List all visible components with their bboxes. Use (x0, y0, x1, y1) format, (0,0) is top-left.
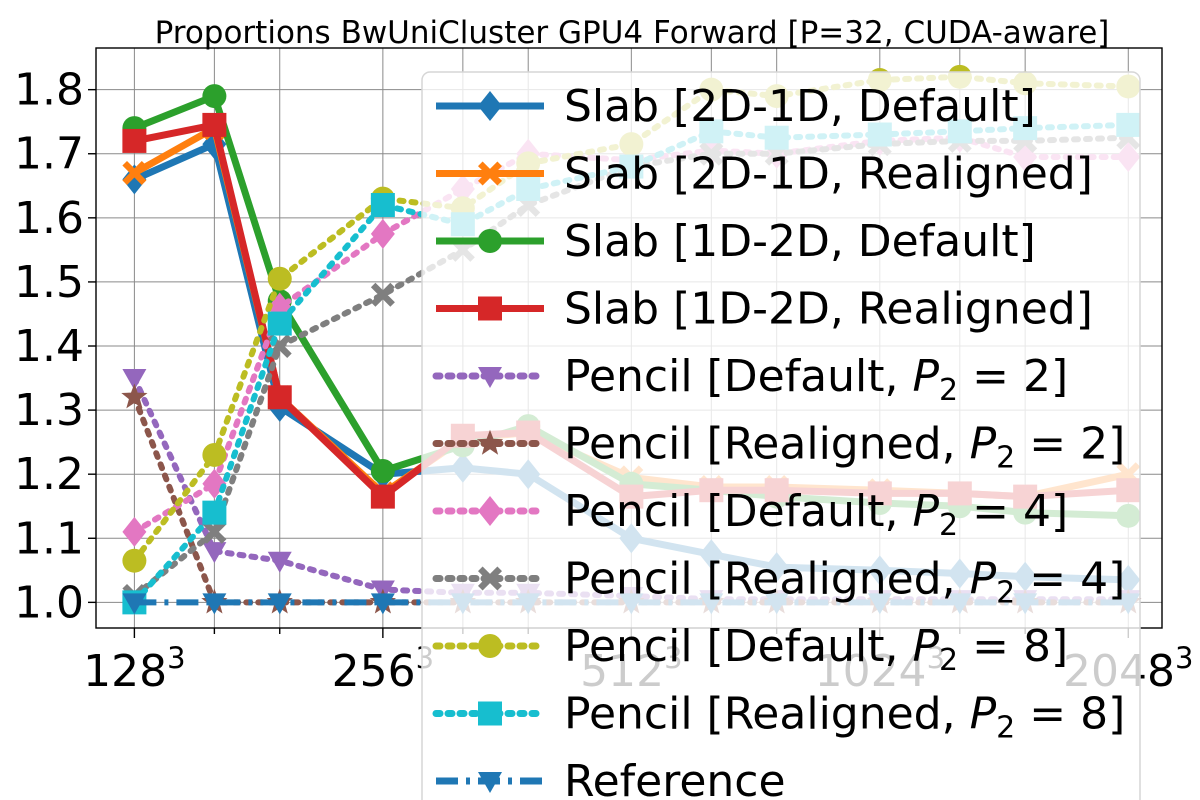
legend-marker (478, 701, 502, 726)
y-tick-label: 1.0 (14, 577, 84, 628)
legend-marker (478, 566, 502, 591)
data-point (370, 282, 395, 307)
data-point (202, 542, 227, 564)
data-point (267, 266, 292, 291)
data-point (202, 500, 227, 525)
legend-marker (478, 296, 502, 321)
data-point (122, 128, 147, 153)
legend-label: Pencil [Realigned, P2 = 2] (564, 419, 1125, 476)
data-point (267, 311, 292, 336)
legend-marker (476, 429, 504, 455)
legend-marker (478, 91, 502, 121)
x-tick-label: 1283 (83, 641, 185, 697)
data-point (202, 84, 227, 109)
y-tick-label: 1.2 (14, 449, 84, 500)
data-point (370, 218, 395, 249)
legend-marker (478, 161, 502, 186)
data-point (122, 593, 147, 615)
legend: Slab [2D-1D, Default] Slab [2D-1D, Realig… (421, 71, 1141, 800)
data-point (202, 112, 227, 137)
legend-label: Pencil [Default, P2 = 4] (564, 486, 1068, 543)
legend-marker (478, 229, 502, 253)
data-point (122, 161, 147, 185)
data-point (122, 369, 147, 391)
data-point (122, 548, 147, 573)
data-point (202, 593, 227, 615)
data-point (267, 551, 292, 573)
y-tick-label: 1.5 (14, 257, 84, 308)
legend-label: Pencil [Default, P2 = 2] (564, 351, 1068, 408)
y-tick-label: 1.1 (14, 513, 84, 564)
data-point (370, 193, 395, 218)
data-point (121, 383, 148, 409)
legend-marker (478, 496, 502, 526)
legend-label: Reference (564, 756, 786, 800)
data-point (122, 516, 147, 547)
y-tick-label: 1.8 (14, 65, 84, 116)
y-tick-label: 1.3 (14, 385, 84, 436)
data-point (267, 593, 292, 615)
legend-label: Slab [2D-1D, Realigned] (564, 149, 1093, 200)
legend-label: Slab [1D-2D, Realigned] (564, 284, 1093, 335)
data-point (370, 593, 395, 615)
data-point (267, 385, 292, 410)
data-point (370, 484, 395, 509)
y-tick-label: 1.6 (14, 193, 84, 244)
legend-marker (478, 367, 502, 388)
y-tick-label: 1.7 (14, 129, 84, 180)
data-point (202, 442, 227, 467)
legend-label: Slab [1D-2D, Default] (564, 216, 1036, 267)
legend-marker (478, 634, 502, 658)
legend-label: Pencil [Realigned, P2 = 4] (564, 554, 1125, 611)
data-point (202, 519, 227, 544)
chart-title: Proportions BwUniCluster GPU4 Forward [P… (155, 15, 1110, 51)
y-tick-label: 1.4 (14, 321, 84, 372)
legend-marker (478, 772, 502, 793)
legend-label: Pencil [Realigned, P2 = 8] (564, 689, 1125, 746)
legend-box (421, 71, 1141, 800)
legend-label: Pencil [Default, P2 = 8] (564, 621, 1068, 678)
legend-label: Slab [2D-1D, Default] (564, 81, 1036, 132)
data-point (370, 458, 395, 483)
